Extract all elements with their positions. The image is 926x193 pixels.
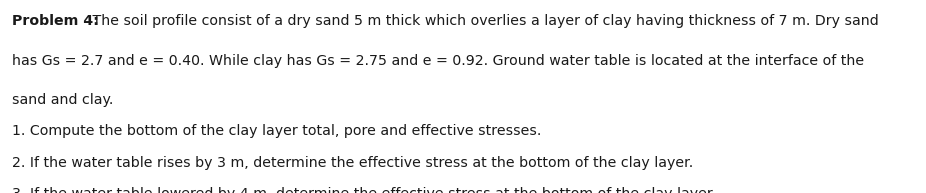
Text: 3. If the water table lowered by 4 m, determine the effective stress at the bott: 3. If the water table lowered by 4 m, de… xyxy=(12,187,716,193)
Text: The soil profile consist of a dry sand 5 m thick which overlies a layer of clay : The soil profile consist of a dry sand 5… xyxy=(88,14,879,28)
Text: sand and clay.: sand and clay. xyxy=(12,93,113,107)
Text: 1. Compute the bottom of the clay layer total, pore and effective stresses.: 1. Compute the bottom of the clay layer … xyxy=(12,124,542,139)
Text: 2. If the water table rises by 3 m, determine the effective stress at the bottom: 2. If the water table rises by 3 m, dete… xyxy=(12,156,694,170)
Text: has Gs = 2.7 and e = 0.40. While clay has Gs = 2.75 and e = 0.92. Ground water t: has Gs = 2.7 and e = 0.40. While clay ha… xyxy=(12,54,864,68)
Text: Problem 4:: Problem 4: xyxy=(12,14,99,28)
